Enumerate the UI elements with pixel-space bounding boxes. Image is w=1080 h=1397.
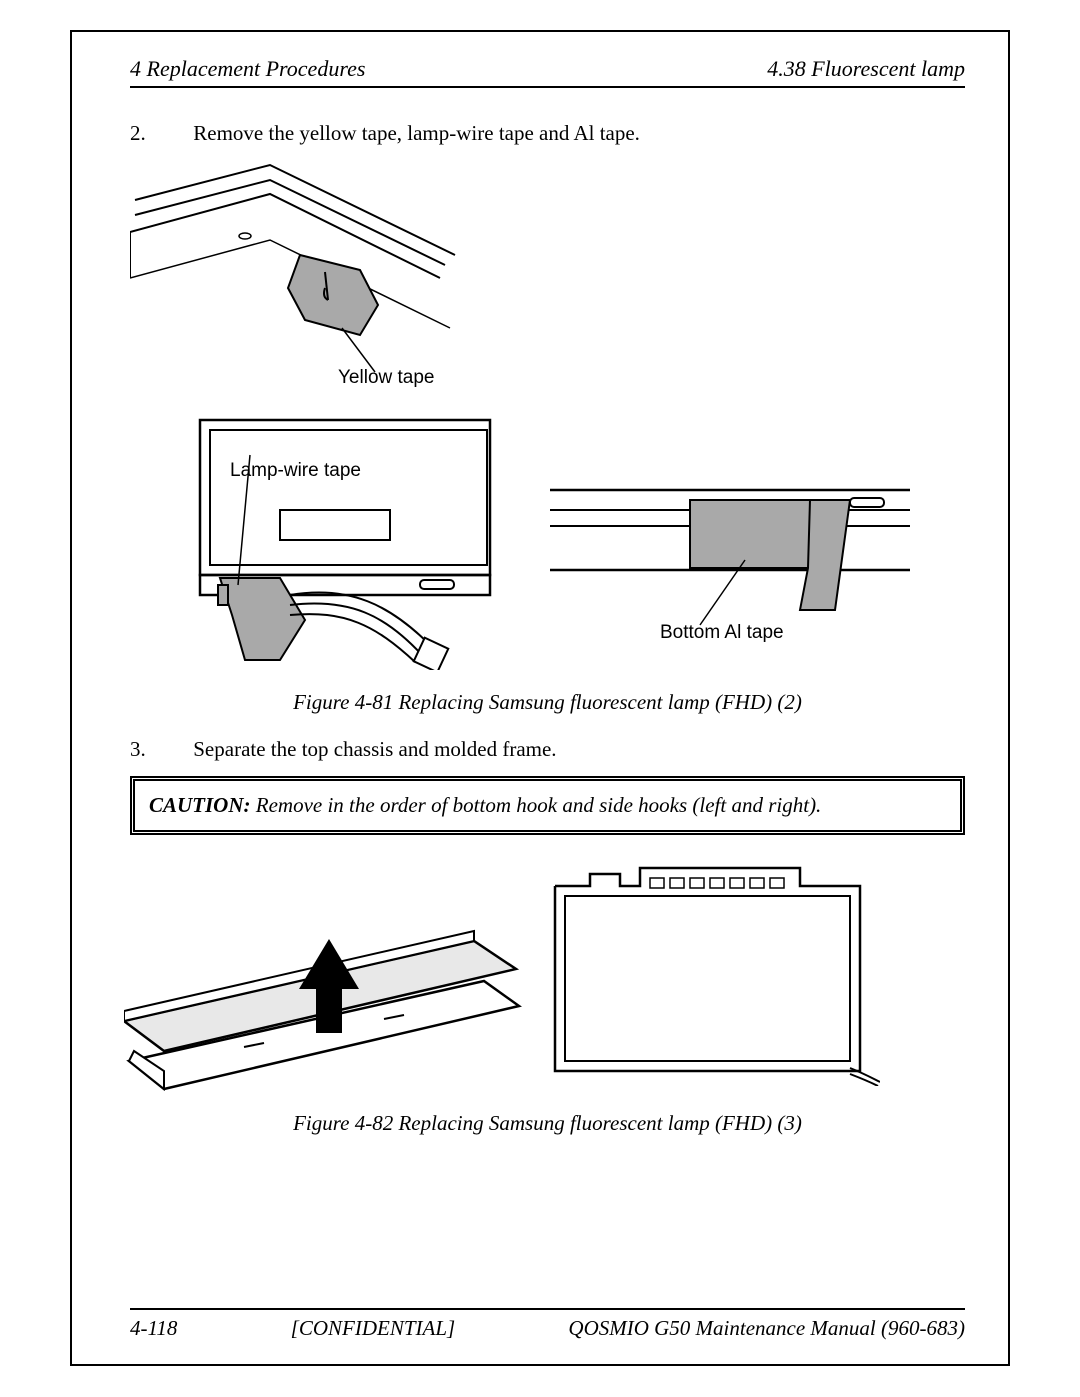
figure-4-82-caption: Figure 4-82 Replacing Samsung fluorescen… bbox=[130, 1111, 965, 1136]
header-left: 4 Replacement Procedures bbox=[130, 56, 365, 82]
caution-label: CAUTION: bbox=[149, 793, 251, 817]
step-2-text: Remove the yellow tape, lamp-wire tape a… bbox=[193, 121, 640, 145]
fig81-bottomright-svg bbox=[550, 460, 910, 690]
step-3: 3. Separate the top chassis and molded f… bbox=[160, 737, 965, 762]
figure-4-81-caption: Figure 4-81 Replacing Samsung fluorescen… bbox=[130, 690, 965, 715]
fig82-left-svg bbox=[124, 851, 524, 1091]
page-footer: 4-118 [CONFIDENTIAL] QOSMIO G50 Maintena… bbox=[130, 1308, 965, 1341]
header-right: 4.38 Fluorescent lamp bbox=[767, 56, 965, 82]
fig81-top-svg bbox=[130, 160, 460, 390]
step-3-num: 3. bbox=[160, 737, 188, 762]
step-2: 2. Remove the yellow tape, lamp-wire tap… bbox=[160, 121, 965, 146]
figure-4-82 bbox=[130, 851, 965, 1101]
label-bottom-al-tape: Bottom Al tape bbox=[660, 622, 784, 644]
fig81-bottomleft-svg bbox=[160, 410, 500, 670]
footer-left: 4-118 bbox=[130, 1316, 177, 1341]
page-content: 2. Remove the yellow tape, lamp-wire tap… bbox=[130, 115, 965, 1158]
step-3-text: Separate the top chassis and molded fram… bbox=[193, 737, 556, 761]
figure-4-81: Yellow tape Lamp-wire tape bbox=[130, 160, 965, 680]
label-yellow-tape: Yellow tape bbox=[338, 367, 434, 389]
fig82-right-svg bbox=[550, 856, 880, 1086]
caution-text: Remove in the order of bottom hook and s… bbox=[251, 793, 822, 817]
footer-right: QOSMIO G50 Maintenance Manual (960-683) bbox=[568, 1316, 965, 1341]
footer-center: [CONFIDENTIAL] bbox=[291, 1316, 456, 1341]
caution-box: CAUTION: Remove in the order of bottom h… bbox=[130, 776, 965, 835]
step-2-num: 2. bbox=[160, 121, 188, 146]
label-lampwire-tape: Lamp-wire tape bbox=[230, 460, 361, 482]
page-header: 4 Replacement Procedures 4.38 Fluorescen… bbox=[130, 56, 965, 88]
